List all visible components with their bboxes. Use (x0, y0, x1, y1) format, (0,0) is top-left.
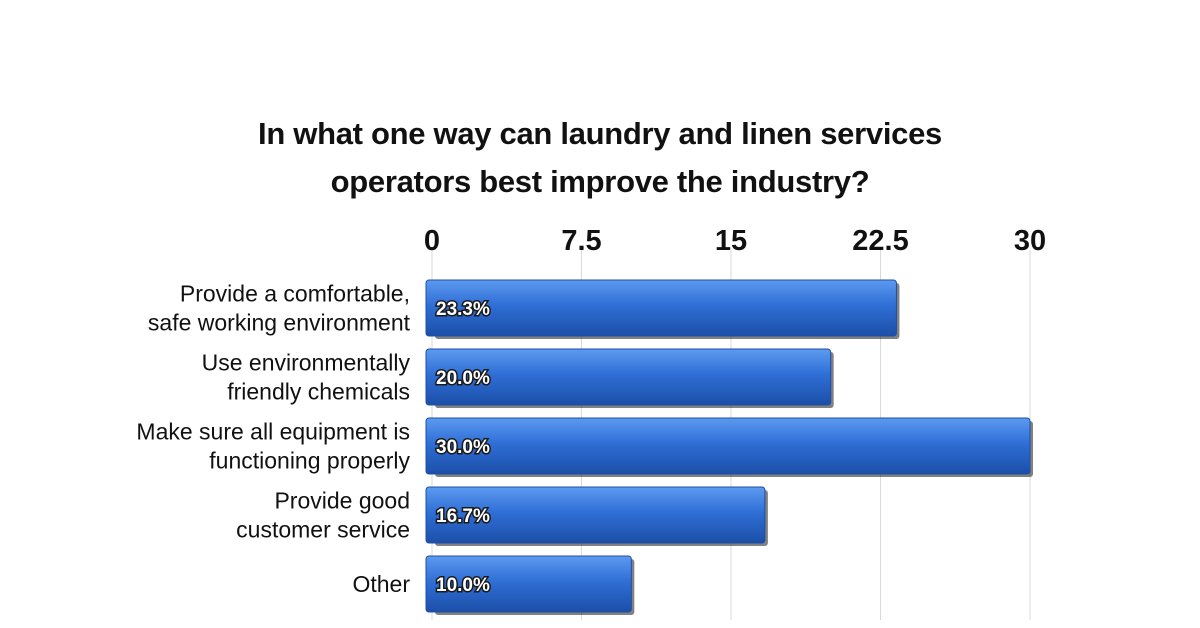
bar (425, 555, 632, 613)
x-tick-label: 30 (1014, 225, 1046, 257)
x-axis-ticks: 0 7.5 15 22.5 30 (424, 225, 1046, 257)
category-label: Other (352, 571, 410, 597)
bars (425, 279, 1033, 615)
chart-title-line-2: operators best improve the industry? (330, 164, 870, 199)
chart-title-line-1: In what one way can laundry and linen se… (258, 116, 942, 151)
bar (425, 417, 1031, 475)
data-labels: 23.3% 20.0% 30.0% 16.7% 10.0% (435, 298, 492, 598)
data-label: 30.0% (436, 437, 490, 458)
data-label: 20.0% (436, 368, 490, 389)
bar (425, 279, 897, 337)
category-label: Use environmentally friendly chemicals (202, 350, 411, 405)
category-label: Make sure all equipment is functioning pr… (136, 419, 410, 474)
data-label: 16.7% (436, 506, 490, 527)
x-tick-label: 0 (424, 225, 440, 257)
category-labels: Provide a comfortable, safe working envir… (136, 281, 410, 598)
x-tick-label: 22.5 (852, 225, 908, 257)
x-tick-label: 7.5 (561, 225, 601, 257)
bar (425, 486, 766, 544)
x-tick-label: 15 (715, 225, 747, 257)
category-label: Provide a comfortable, safe working envir… (148, 281, 411, 336)
chart-title: In what one way can laundry and linen se… (0, 110, 1200, 206)
data-label: 23.3% (436, 299, 490, 320)
bar (425, 348, 832, 406)
data-label: 10.0% (436, 575, 490, 596)
category-label: Provide good customer service (236, 488, 410, 543)
